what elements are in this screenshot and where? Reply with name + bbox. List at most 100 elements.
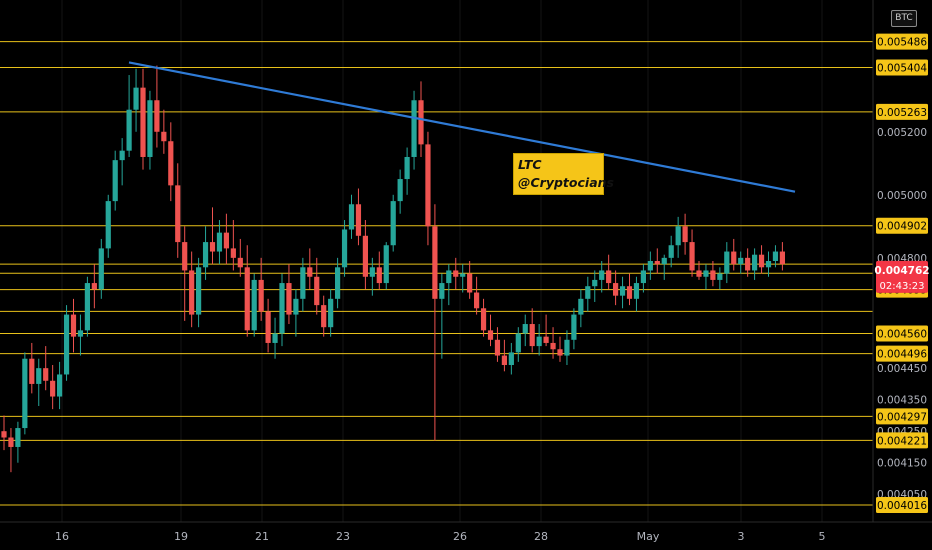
candle (335, 257, 341, 309)
price-axis[interactable]: 0.0052000.0050000.0048000.0044500.004350… (877, 127, 927, 501)
candle (251, 273, 257, 337)
date-tick-label: 23 (336, 530, 350, 543)
date-tick-label: 16 (55, 530, 69, 543)
candle-body (703, 270, 709, 277)
candle-body (70, 314, 77, 337)
candle (321, 295, 327, 337)
candle (772, 245, 779, 268)
candle-body (328, 298, 334, 328)
candle-body (453, 270, 459, 277)
candle-body (126, 109, 132, 151)
level-tag-bg (876, 325, 928, 342)
candle-body (501, 355, 507, 366)
level-tag-bg (876, 217, 928, 234)
candle-body (585, 286, 591, 299)
candle-body (432, 226, 438, 299)
candle-body (321, 305, 327, 328)
candle (557, 336, 563, 362)
candle-body (647, 261, 653, 271)
level-price-tag: 0.004016 (876, 496, 928, 513)
candle (626, 273, 633, 306)
candle-body (36, 368, 42, 384)
level-tag-text: 0.004560 (877, 328, 927, 340)
candle (487, 314, 494, 347)
candle (724, 242, 730, 284)
candle-body (738, 257, 744, 265)
candle (432, 204, 438, 441)
candle (77, 314, 84, 356)
candle (689, 229, 695, 277)
candle (112, 150, 118, 211)
candle (606, 254, 612, 290)
candle-body (606, 270, 612, 284)
level-tag-text: 0.004297 (877, 411, 927, 423)
candle (43, 346, 49, 391)
candle-body (772, 251, 779, 261)
candle (654, 248, 660, 274)
candle (411, 90, 417, 170)
chart-annotation[interactable]: LTC @Cryptocians (513, 153, 614, 195)
level-tag-bg (876, 103, 928, 120)
candle-body (112, 160, 118, 202)
candle (731, 238, 737, 271)
candle-body (119, 150, 125, 161)
candle-body (446, 270, 452, 284)
bar-countdown: 02:43:23 (880, 281, 925, 292)
candle-body (105, 201, 111, 249)
quote-currency-badge[interactable]: BTC (891, 10, 917, 27)
candle (446, 264, 452, 306)
candle (8, 428, 14, 473)
candle (189, 251, 195, 328)
date-tick-label: 21 (255, 530, 269, 543)
candle (105, 194, 111, 258)
candle-body (140, 87, 146, 157)
candle (209, 207, 216, 265)
candle (494, 327, 501, 362)
candle-body (390, 201, 396, 246)
candle (668, 235, 674, 268)
candle (765, 251, 772, 277)
candle (362, 220, 368, 290)
candle (585, 276, 591, 312)
level-tag-bg (876, 408, 928, 425)
candle-body (480, 308, 487, 331)
descending-trendline[interactable] (128, 61, 796, 193)
time-axis[interactable]: 16 19 21 23 26 28 May 3 5 (55, 530, 826, 543)
candle-body (696, 270, 702, 277)
candle-body (474, 292, 480, 309)
candle (161, 109, 167, 154)
candle-body (258, 279, 264, 312)
candle-body (189, 270, 195, 315)
level-price-tag: 0.004902 (876, 217, 928, 234)
candle-body (154, 100, 160, 132)
candle-body (668, 245, 674, 258)
candle (564, 330, 570, 366)
candle (578, 289, 584, 328)
candle-body (307, 267, 313, 277)
candle (244, 245, 250, 337)
candle (293, 289, 299, 337)
candle (550, 327, 556, 359)
candle (779, 242, 785, 271)
candle (647, 251, 653, 280)
candle-body (237, 257, 243, 268)
candle (133, 68, 139, 132)
candle (536, 324, 542, 356)
candle (390, 194, 396, 252)
candle (467, 261, 473, 299)
candle-body (230, 248, 236, 258)
last-price-value: 0.004762 (874, 265, 929, 277)
candle (237, 238, 243, 277)
candle (216, 220, 223, 265)
candle-body (654, 261, 660, 265)
level-tag-bg (876, 59, 928, 76)
candle-body (133, 87, 139, 110)
candle-body (418, 100, 424, 145)
level-price-tag: 0.005404 (876, 59, 928, 76)
candle-body (244, 267, 250, 331)
candle (522, 314, 528, 347)
candle-body (161, 131, 167, 142)
candle-body (397, 179, 403, 202)
candle-body (494, 339, 501, 356)
